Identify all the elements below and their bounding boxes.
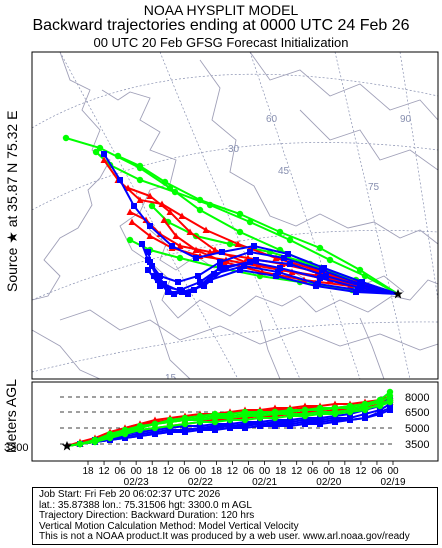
date-label: 02/20 bbox=[316, 477, 341, 488]
time-label: 06 bbox=[307, 466, 319, 477]
date-label: 02/23 bbox=[124, 477, 149, 488]
time-label: 00 bbox=[131, 466, 143, 477]
map-trajectory-red-9 bbox=[100, 156, 399, 295]
time-label: 00 bbox=[259, 466, 271, 477]
vertical-start-star-icon bbox=[62, 441, 72, 451]
time-label: 18 bbox=[82, 466, 94, 477]
time-label: 06 bbox=[115, 466, 127, 477]
time-axis: 18 12 06 00 18 12 06 00 18 12 06 00 18 12 06 00 18 12 06 00… bbox=[82, 461, 406, 488]
vertical-trajectory-green-12 bbox=[66, 398, 394, 448]
time-label: 12 bbox=[98, 466, 110, 477]
source-star-icon bbox=[393, 289, 403, 299]
lat-label-15: 15 bbox=[165, 373, 177, 384]
forecast-init-label: 00 UTC 20 Feb GFSG Forecast Initializati… bbox=[93, 35, 349, 50]
vertical-trajectory-blue-8 bbox=[66, 405, 393, 447]
y-tick-8000: 8000 bbox=[405, 392, 429, 404]
vertical-method-line: Vertical Motion Calculation Method: Mode… bbox=[39, 520, 299, 532]
map-trajectory-blue-14 bbox=[139, 241, 399, 295]
time-label: 12 bbox=[355, 466, 367, 477]
map-trajectory-blue-13 bbox=[147, 259, 399, 297]
lon-label-75: 75 bbox=[368, 182, 380, 193]
vertical-profile-panel: 8000 6500 5000 3500 3300 18 12 06 00 18 12 06 0… bbox=[4, 381, 439, 488]
map-trajectory-blue-15 bbox=[151, 267, 399, 297]
map-trajectory-red-8 bbox=[126, 208, 399, 295]
time-label: 06 bbox=[243, 466, 255, 477]
time-label: 18 bbox=[147, 466, 159, 477]
lat-label-45: 45 bbox=[278, 166, 290, 177]
lon-label-90: 90 bbox=[400, 114, 412, 125]
direction-line: Trajectory Direction: Backward Duration:… bbox=[39, 510, 255, 522]
date-label: 02/22 bbox=[188, 477, 213, 488]
start-height-label: 3300 bbox=[4, 442, 28, 454]
time-label: 06 bbox=[179, 466, 191, 477]
y-tick-5000: 5000 bbox=[405, 423, 429, 435]
map-trajectory-blue-16 bbox=[101, 151, 399, 295]
date-label: 02/19 bbox=[380, 477, 405, 488]
trajectory-title: Backward trajectories ending at 0000 UTC… bbox=[32, 17, 410, 34]
time-label: 00 bbox=[387, 466, 399, 477]
time-label: 06 bbox=[371, 466, 383, 477]
time-label: 18 bbox=[339, 466, 351, 477]
time-label: 12 bbox=[163, 466, 175, 477]
disclaimer-line: This is not a NOAA product.It was produc… bbox=[39, 531, 410, 543]
map-panel: 60 45 30 15 75 90 bbox=[31, 51, 439, 384]
map-trajectories bbox=[62, 134, 399, 297]
job-info-box: Job Start: Fri Feb 20 06:02:37 UTC 2026 … bbox=[32, 487, 438, 545]
time-label: 12 bbox=[291, 466, 303, 477]
time-label: 00 bbox=[195, 466, 207, 477]
lat-label-60: 60 bbox=[266, 114, 278, 125]
y-tick-3500: 3500 bbox=[405, 439, 429, 451]
time-label: 12 bbox=[227, 466, 239, 477]
date-label: 02/21 bbox=[252, 477, 277, 488]
lat-label-30: 30 bbox=[228, 144, 240, 155]
map-trajectory-green-2 bbox=[92, 148, 399, 295]
time-label: 18 bbox=[275, 466, 287, 477]
location-line: lat.: 35.87388 lon.: 75.31506 hgt: 3300.… bbox=[39, 499, 252, 511]
time-label: 00 bbox=[323, 466, 335, 477]
y-tick-6500: 6500 bbox=[405, 407, 429, 419]
map-trajectory-green-3 bbox=[114, 152, 399, 295]
meters-agl-label: Meters AGL bbox=[3, 379, 19, 453]
source-location-label: Source ★ at 35.87 N 75.32 E bbox=[4, 110, 20, 292]
time-label: 18 bbox=[211, 466, 223, 477]
job-start-line: Job Start: Fri Feb 20 06:02:37 UTC 2026 bbox=[39, 489, 221, 500]
vertical-trajectories bbox=[66, 388, 394, 448]
model-title: NOAA HYSPLIT MODEL bbox=[143, 2, 299, 18]
